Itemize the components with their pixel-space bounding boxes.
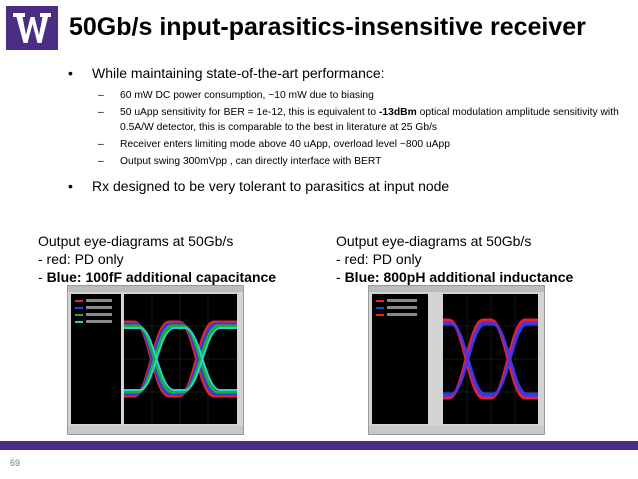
sub-bullet-item: – 50 uApp sensitivity for BER = 1e-12, t…: [98, 105, 628, 135]
caption-line: - Blue: 100fF additional capacitance: [38, 268, 276, 286]
bullet-item: • While maintaining state-of-the-art per…: [68, 64, 628, 82]
sub-bullet-text: Output swing 300mVpp , can directly inte…: [120, 156, 382, 167]
bullet-dot-icon: •: [68, 178, 73, 194]
footer-bar: [0, 441, 638, 450]
eye-pattern-graphic: [124, 294, 237, 424]
caption-line: - red: PD only: [336, 251, 422, 267]
sub-bullet-item: – Output swing 300mVpp , can directly in…: [98, 154, 628, 169]
plot-legend: [71, 294, 121, 424]
page-number: 69: [10, 458, 21, 468]
eye-pattern-graphic: [443, 294, 538, 424]
dash-icon: –: [98, 107, 104, 118]
uw-w-logo-icon: [13, 13, 51, 43]
uw-logo: [6, 6, 58, 50]
caption-line: - red: PD only: [38, 251, 124, 267]
plot-window-titlebar: [369, 286, 544, 292]
bullet-text: While maintaining state-of-the-art perfo…: [92, 65, 385, 81]
dash-icon: –: [98, 90, 104, 101]
dash-icon: –: [98, 156, 104, 167]
eye-diagram-left: [67, 285, 244, 435]
sub-bullet-item: – 60 mW DC power consumption, ~10 mW due…: [98, 88, 628, 103]
sub-bullet-item: – Receiver enters limiting mode above 40…: [98, 137, 628, 152]
sub-bullet-text: Receiver enters limiting mode above 40 u…: [120, 139, 450, 150]
caption-line: Output eye-diagrams at 50Gb/s: [38, 233, 234, 249]
plot-window-statusbar: [369, 426, 544, 434]
slide-title: 50Gb/s input-parasitics-insensitive rece…: [69, 13, 586, 41]
caption-bold: Blue: 800pH additional inductance: [344, 269, 574, 285]
plot-window-titlebar: [68, 286, 243, 292]
eye-diagram-right: [368, 285, 545, 435]
caption-line: - Blue: 800pH additional inductance: [336, 268, 573, 286]
caption-dash: -: [336, 269, 345, 285]
eye-diagram-canvas: [443, 294, 538, 424]
sub-bullet-list: – 60 mW DC power consumption, ~10 mW due…: [68, 88, 628, 169]
sub-bullet-text-before: 50 uApp sensitivity for BER = 1e-12, thi…: [120, 107, 379, 118]
caption-dash: -: [38, 269, 47, 285]
right-caption: Output eye-diagrams at 50Gb/s - red: PD …: [336, 232, 573, 286]
bullet-list: • While maintaining state-of-the-art per…: [68, 64, 628, 195]
dash-icon: –: [98, 139, 104, 150]
plot-window-statusbar: [68, 426, 243, 434]
bullet-text: Rx designed to be very tolerant to paras…: [92, 178, 450, 194]
sub-bullet-bold: -13dBm: [379, 107, 417, 118]
plot-legend: [372, 294, 428, 424]
eye-diagram-canvas: [124, 294, 237, 424]
caption-bold: Blue: 100fF additional capacitance: [46, 269, 277, 285]
caption-line: Output eye-diagrams at 50Gb/s: [336, 233, 532, 249]
sub-bullet-text: 60 mW DC power consumption, ~10 mW due t…: [120, 90, 374, 101]
bullet-dot-icon: •: [68, 65, 73, 81]
left-caption: Output eye-diagrams at 50Gb/s - red: PD …: [38, 232, 276, 286]
sub-bullet-text-after: optical modulation amplitude sensitivity…: [120, 107, 619, 133]
bullet-item: • Rx designed to be very tolerant to par…: [68, 177, 628, 195]
